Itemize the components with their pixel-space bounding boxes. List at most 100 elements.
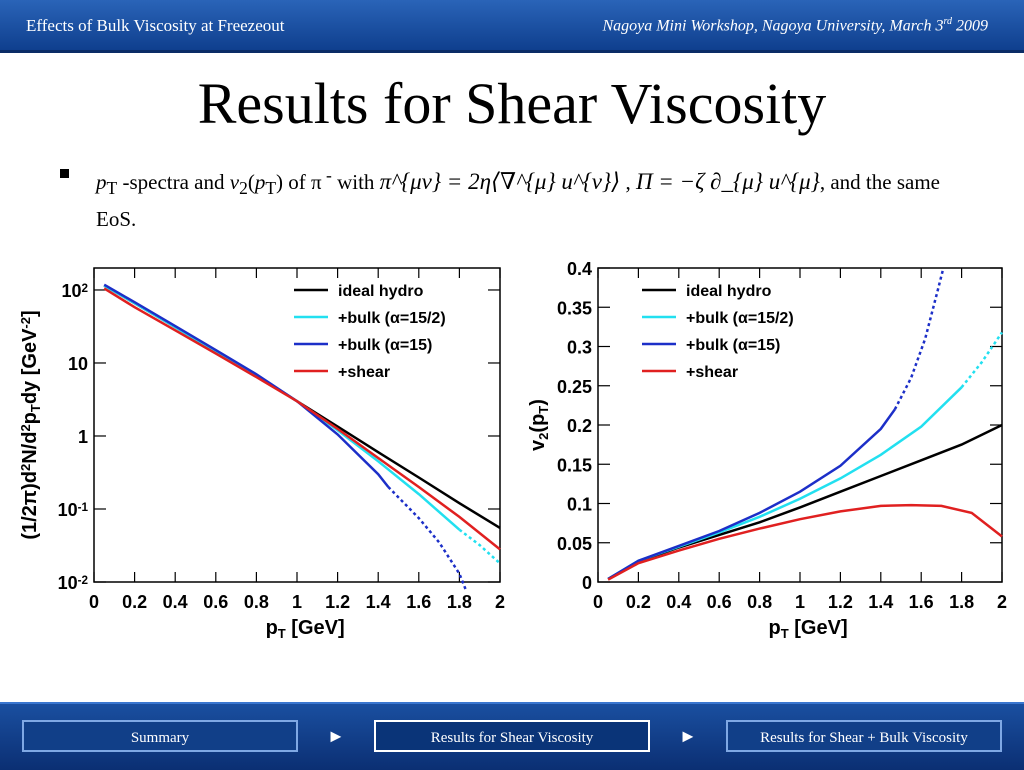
x-axis-label: pT [GeV] [769, 617, 848, 641]
y-tick-label: 0 [582, 573, 592, 593]
series-line-shear [607, 503, 1003, 581]
y-axis-label: (1/2π)d2N/d2pTdy [GeV-2] [18, 310, 43, 539]
x-axis-label-part: [GeV] [789, 617, 848, 639]
x-tick-label: 2 [495, 592, 505, 612]
x-tick-label: 1 [795, 592, 805, 612]
x-tick-label: 1.2 [325, 592, 350, 612]
x-tick-label: 0.6 [707, 592, 732, 612]
bullet-part3: with [331, 170, 380, 194]
y-tick-label: 0.35 [557, 298, 592, 318]
y-tick-label-part: 0.1 [567, 495, 592, 515]
y-tick-label-part: 10 [58, 573, 78, 593]
legend-label: +bulk (α=15) [686, 337, 780, 354]
nav-arrow-icon: ► [679, 726, 697, 746]
y-tick-label-part: 0.2 [567, 416, 592, 436]
header-bar: Effects of Bulk Viscosity at Freezeout N… [0, 0, 1024, 53]
y-tick-label-part: 10 [68, 354, 88, 374]
x-tick-label: 0.8 [244, 592, 269, 612]
y-axis-label-part: v [527, 439, 549, 451]
series-line-dashed-bulk-15-2 [458, 528, 501, 565]
x-tick-label: 1.8 [949, 592, 974, 612]
x-tick-label: 0.6 [203, 592, 228, 612]
series-line-dashed-bulk-15-2 [960, 331, 1004, 389]
x-tick-label: 0.4 [666, 592, 691, 612]
x-tick-label: 1.6 [406, 592, 431, 612]
x-tick-label: 1.8 [447, 592, 472, 612]
x-tick-label: 1 [292, 592, 302, 612]
legend-label: +bulk (α=15) [338, 337, 432, 354]
bullet-part4: , and the same EoS. [96, 170, 940, 232]
slide-title: Results for Shear Viscosity [197, 71, 827, 136]
header-left-title: Effects of Bulk Viscosity at Freezeout [26, 16, 285, 35]
legend-label: +shear [686, 364, 738, 381]
nav-summary-button[interactable]: Summary [22, 720, 298, 752]
x-tick-label: 0.2 [122, 592, 147, 612]
x-tick-label: 1.6 [909, 592, 934, 612]
y-tick-label: 102 [61, 281, 88, 301]
legend-label: +bulk (α=15/2) [686, 310, 794, 327]
y-tick-label-part: 0.4 [567, 259, 592, 279]
nav-current-slide-button[interactable]: Results for Shear Viscosity [374, 720, 650, 752]
x-axis-label-part: p [769, 617, 781, 639]
y-axis-label-part: p [19, 412, 41, 424]
v-sub: 2 [239, 178, 248, 199]
header-right-suffix: 2009 [952, 17, 988, 35]
y-tick-label: 0.25 [557, 377, 592, 397]
x-tick-label: 0 [89, 592, 99, 612]
y-axis-label: v2(pT) [527, 399, 551, 451]
y-tick-label-part: -1 [78, 501, 89, 514]
y-axis-label-part: 2 [536, 433, 551, 440]
y-tick-label-part: 0.35 [557, 298, 592, 318]
v2-chart: 0 0.2 0.4 0.6 0.8 1 1.2 1.4 1.6 1.8 2 0 0.05 0.1 0.15 0… [527, 259, 1007, 641]
series-line-dashed-bulk-15 [893, 267, 945, 410]
x-axis-label: pT [GeV] [266, 617, 345, 641]
x-tick-label: 1.4 [868, 592, 893, 612]
bullet-text: pT -spectra and v2(pT) of π - with π^{μν… [96, 160, 976, 235]
y-tick-label: 0.05 [557, 534, 592, 554]
x-tick-label: 0.8 [747, 592, 772, 612]
y-axis-label-part: 2 [18, 424, 33, 431]
pt-letter: p [96, 170, 107, 194]
y-tick-label: 1 [78, 427, 88, 447]
nav-next-slide-button[interactable]: Results for Shear + Bulk Viscosity [726, 720, 1002, 752]
header-right-sup: rd [943, 16, 952, 27]
spectra-chart: 0 0.2 0.4 0.6 0.8 1 1.2 1.4 1.6 1.8 210210110-110-… [18, 267, 505, 641]
bullet-square-icon [60, 169, 69, 178]
x-tick-label: 2 [997, 592, 1007, 612]
y-tick-label: 10-2 [58, 573, 89, 593]
y-tick-label: 0.2 [567, 416, 592, 436]
y-axis-label-part: dy [GeV [19, 328, 41, 404]
y-tick-label: 10 [68, 354, 88, 374]
y-axis-label-part: N/d [19, 432, 41, 464]
pion-sup: - [321, 165, 332, 185]
header-right-prefix: Nagoya Mini Workshop, Nagoya University,… [602, 17, 944, 35]
x-axis-label-part: [GeV] [286, 617, 345, 639]
legend-label: +shear [338, 364, 390, 381]
y-tick-label: 0.1 [567, 495, 592, 515]
x-axis-label-part: p [266, 617, 278, 639]
y-axis-label-part: T [536, 406, 551, 414]
pt-sub: T [106, 178, 118, 199]
y-axis-label-part: ] [19, 310, 41, 317]
y-axis-label-part: (p [527, 414, 549, 433]
y-tick-label-part: 1 [78, 427, 88, 447]
series-line-bulk-15 [103, 283, 390, 488]
footer-nav: Summary ► Results for Shear Viscosity ► … [0, 702, 1024, 770]
y-tick-label: 0.15 [557, 455, 592, 475]
x-tick-label: 1.4 [366, 592, 391, 612]
y-tick-label: 10-1 [58, 500, 89, 520]
bullet-part2: of π [283, 170, 322, 194]
bullet-part1: -spectra and [117, 170, 230, 194]
bullet-comma: , [620, 170, 636, 194]
x-tick-label: 0.2 [626, 592, 651, 612]
series-line-bulk-15 [607, 408, 896, 580]
v-letter: v [229, 170, 240, 194]
x-axis-label-part: T [781, 626, 789, 641]
x-tick-label: 1.2 [828, 592, 853, 612]
x-tick-label: 0.4 [163, 592, 188, 612]
y-tick-label-part: 10 [58, 500, 78, 520]
v-arg-sub: T [265, 178, 277, 199]
series-line-shear [103, 287, 501, 551]
y-tick-label: 0.4 [567, 259, 592, 279]
y-axis-label-part: -2 [18, 317, 33, 329]
